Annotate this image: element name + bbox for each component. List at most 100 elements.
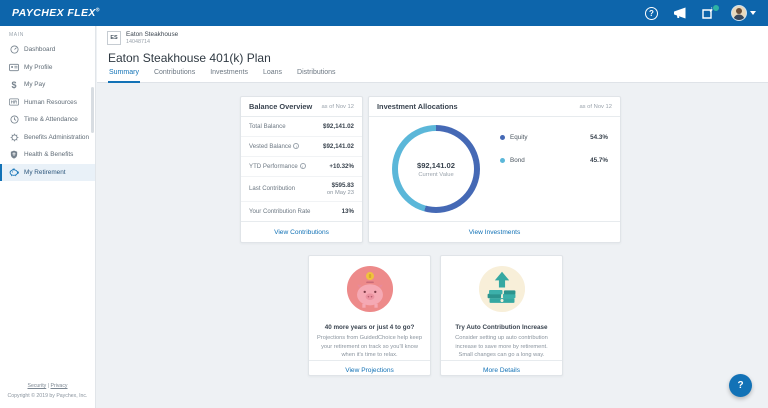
sidebar-item-time-attendance[interactable]: Time & Attendance xyxy=(0,111,95,129)
tab-contributions[interactable]: Contributions xyxy=(153,69,196,76)
row-value: $92,141.02 xyxy=(323,142,354,150)
projections-footer: View Projections xyxy=(309,359,430,381)
auto-increase-promo-body: Try Auto Contribution Increase Consider … xyxy=(441,256,562,360)
piggy-bank-icon xyxy=(9,168,19,177)
balance-row-total: Total Balance $92,141.02 xyxy=(241,117,362,137)
info-icon[interactable]: i xyxy=(293,143,300,150)
balance-row-vested: Vested Balance i $92,141.02 xyxy=(241,137,362,157)
tab-loans[interactable]: Loans xyxy=(262,69,283,76)
view-investments-link[interactable]: View Investments xyxy=(468,228,521,236)
help-icon[interactable]: ? xyxy=(645,6,658,20)
legend-row-equity: Equity 54.3% xyxy=(500,131,608,143)
current-value-label: Current Value xyxy=(418,171,454,178)
pay-icon: $ xyxy=(11,79,17,90)
sidebar-item-label: Time & Attendance xyxy=(24,116,78,124)
auto-increase-promo-card: Try Auto Contribution Increase Consider … xyxy=(440,255,563,376)
row-label: YTD Performance i xyxy=(249,163,306,170)
investment-footer: View Investments xyxy=(369,221,620,242)
registered-mark: ® xyxy=(95,7,100,14)
company-logo: ES xyxy=(107,31,121,46)
balance-overview-header: Balance Overview as of Nov 12 xyxy=(241,97,362,117)
floating-help-button[interactable]: ? xyxy=(729,374,752,397)
sidebar-item-label: Dashboard xyxy=(24,46,56,54)
balance-row-contribution-rate: Your Contribution Rate 13% xyxy=(241,202,362,221)
investment-allocations-card: Investment Allocations as of Nov 12 $92,… xyxy=(368,96,621,243)
allocation-chart-area: $92,141.02 Current Value Equity 54.3% Bo… xyxy=(369,117,620,221)
sidebar-item-human-resources[interactable]: HR Human Resources xyxy=(0,94,95,112)
chevron-down-icon xyxy=(750,11,756,15)
row-value: $92,141.02 xyxy=(323,122,354,130)
sidebar-item-label: My Profile xyxy=(24,63,53,71)
sidebar-item-health-benefits[interactable]: Health & Benefits xyxy=(0,146,95,164)
main-content: Balance Overview as of Nov 12 Total Bala… xyxy=(97,83,768,408)
balance-overview-card: Balance Overview as of Nov 12 Total Bala… xyxy=(240,96,363,243)
security-link[interactable]: Security xyxy=(27,383,47,390)
sidebar-item-label: Benefits Administration xyxy=(24,133,90,141)
projections-title: 40 more years or just 4 to go? xyxy=(324,324,415,331)
sidebar-item-label: My Retirement xyxy=(24,168,66,176)
balance-as-of: as of Nov 12 xyxy=(321,103,354,110)
svg-text:HR: HR xyxy=(11,100,17,105)
projections-description: Projections from GuidedChoice help keep … xyxy=(317,335,422,359)
copyright-text: Copyright © 2019 by Paychex, Inc. xyxy=(7,392,88,399)
tab-summary[interactable]: Summary xyxy=(108,66,140,83)
balance-overview-title: Balance Overview xyxy=(249,102,313,111)
balance-footer: View Contributions xyxy=(241,221,362,242)
hr-icon: HR xyxy=(9,98,19,106)
more-details-link[interactable]: More Details xyxy=(482,367,520,375)
company-chip[interactable]: ES Eaton Steakhouse 14048714 xyxy=(107,31,178,45)
messages-icon[interactable] xyxy=(702,4,720,19)
sidebar-section-label: MAIN xyxy=(9,32,24,38)
projections-promo-card: 40 more years or just 4 to go? Projectio… xyxy=(308,255,431,376)
row-label: Your Contribution Rate xyxy=(249,208,311,216)
plan-tabs: Summary Contributions Investments Loans … xyxy=(108,66,337,83)
investment-allocations-title: Investment Allocations xyxy=(377,102,458,111)
user-menu[interactable] xyxy=(731,5,756,21)
current-value: $92,141.02 xyxy=(416,160,455,170)
view-contributions-link[interactable]: View Contributions xyxy=(274,228,329,236)
sidebar-item-dashboard[interactable]: Dashboard xyxy=(0,41,95,59)
bond-dot xyxy=(500,157,505,163)
notification-badge xyxy=(712,4,720,12)
projections-promo-body: 40 more years or just 4 to go? Projectio… xyxy=(309,256,430,360)
tab-distributions[interactable]: Distributions xyxy=(297,69,336,76)
legend-label: Bond xyxy=(510,156,525,164)
allocation-legend: Equity 54.3% Bond 45.7% xyxy=(500,131,608,177)
top-bar: PAYCHEX FLEX® ? xyxy=(0,0,768,26)
row-value: 13% xyxy=(341,208,354,216)
balance-rows: Total Balance $92,141.02 Vested Balance i… xyxy=(241,117,362,221)
clock-icon xyxy=(9,115,19,124)
row-label: Last Contribution xyxy=(249,185,296,193)
sidebar-item-my-pay[interactable]: $ My Pay xyxy=(0,76,95,94)
privacy-link[interactable]: Privacy xyxy=(50,383,68,390)
legend-label: Equity xyxy=(510,133,528,141)
auto-increase-footer: More Details xyxy=(441,359,562,381)
investment-allocations-header: Investment Allocations as of Nov 12 xyxy=(369,97,620,117)
tab-investments[interactable]: Investments xyxy=(210,69,248,76)
piggy-bank-illustration xyxy=(346,265,393,313)
legend-value: 54.3% xyxy=(590,133,608,141)
paychex-flex-logo: PAYCHEX FLEX® xyxy=(12,7,100,19)
announcements-icon[interactable] xyxy=(673,7,687,19)
company-name: Eaton Steakhouse xyxy=(126,31,179,38)
sidebar-item-my-profile[interactable]: My Profile xyxy=(0,59,95,77)
shield-icon xyxy=(9,150,19,159)
row-label: Total Balance xyxy=(249,122,286,130)
allocation-donut-ring: $92,141.02 Current Value xyxy=(392,125,480,213)
sidebar-scrollbar[interactable] xyxy=(91,87,94,133)
page-title: Eaton Steakhouse 401(k) Plan xyxy=(108,51,271,65)
view-projections-link[interactable]: View Projections xyxy=(345,367,394,375)
row-value: +10.32% xyxy=(329,162,354,170)
company-id: 14048714 xyxy=(126,39,150,46)
logo-text: PAYCHEX FLEX xyxy=(12,7,96,19)
equity-dot xyxy=(500,134,505,140)
legend-value: 45.7% xyxy=(590,156,608,164)
sidebar-item-my-retirement[interactable]: My Retirement xyxy=(0,163,95,181)
top-bar-actions: ? xyxy=(645,4,756,21)
benefits-admin-icon xyxy=(9,133,19,142)
row-subvalue: on May 23 xyxy=(326,189,354,196)
sidebar-item-benefits-administration[interactable]: Benefits Administration xyxy=(0,129,95,147)
info-icon[interactable]: i xyxy=(299,163,306,170)
sidebar-item-label: Human Resources xyxy=(24,98,77,106)
